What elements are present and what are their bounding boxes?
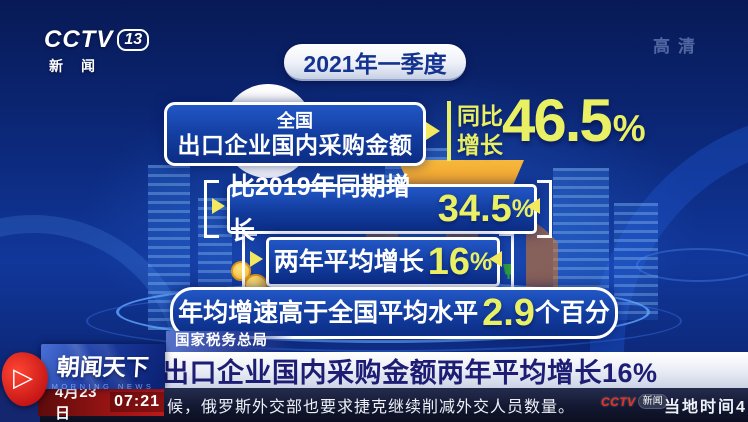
channel-logo-cctv: CCTV <box>44 26 114 53</box>
arrow-left-icon <box>527 198 540 214</box>
arrow-left-icon <box>489 251 502 267</box>
channel-logo: CCTV 13 新闻 <box>44 26 150 76</box>
yoy-label-bottom: 增长 <box>457 132 503 158</box>
two-year-avg-value: 16 <box>427 241 471 283</box>
ticker-next-item: 当地时间4 <box>664 399 747 416</box>
two-year-avg-percent-sign: % <box>470 248 493 276</box>
play-button-logo: ▷ <box>0 349 51 412</box>
vs-national-suffix: 个百分 <box>534 299 610 327</box>
clock-label: 07:21 <box>110 392 164 412</box>
ticker-bar: 4月23日 07:21 候，俄罗斯外交部也要求捷克继续削减外交人员数量。 CCT… <box>0 384 748 422</box>
divider-bar <box>447 101 451 161</box>
arrow-right-icon <box>212 198 225 214</box>
subject-box: 全国 出口企业国内采购金额 <box>164 102 426 166</box>
coin-icon <box>231 261 251 281</box>
mini-logo-cctv: CCTV <box>601 394 636 409</box>
two-year-avg-label: 两年平均增长 <box>273 248 424 276</box>
program-name: 朝闻天下 <box>55 354 150 380</box>
yoy-label-top: 同比 <box>457 103 503 129</box>
yoy-number: 46.5 <box>502 87 613 154</box>
program-subtitle: MORNING NEWS <box>51 382 155 389</box>
vs-2019-box: 比2019年同期增长 34.5 % <box>227 173 537 245</box>
play-icon: ▷ <box>13 362 33 392</box>
mini-logo-news: 新闻 <box>637 394 668 409</box>
subject-line1: 全国 <box>277 110 313 131</box>
channel-logo-subtitle: 新闻 <box>49 58 113 74</box>
period-badge: 2021年一季度 <box>284 44 466 81</box>
glow-ring <box>636 248 748 282</box>
bracket-decoration <box>537 180 552 238</box>
subject-line2: 出口企业国内采购金额 <box>177 131 413 158</box>
bracket-decoration <box>204 180 219 238</box>
vs-national-pill: 年均增速高于全国平均水平 2.9 个百分 <box>170 287 618 339</box>
headline-bar: 出口企业国内采购金额两年平均增长16% <box>114 352 748 388</box>
headline-text: 出口企业国内采购金额两年平均增长16% <box>162 358 658 388</box>
yoy-percent-sign: % <box>612 108 646 149</box>
date-time-bar: 4月23日 07:21 <box>38 384 164 422</box>
source-tag: 国家税务总局 <box>166 331 294 352</box>
channel-logo-number: 13 <box>117 29 150 51</box>
yoy-value: 46.5 % <box>502 86 646 155</box>
trophy-decoration <box>503 264 514 279</box>
arrow-right-icon <box>250 251 263 267</box>
ticker-text: 候，俄罗斯外交部也要求捷克继续削减外交人员数量。 <box>167 399 576 416</box>
vs-national-prefix: 年均增速高于全国平均水平 <box>178 299 479 327</box>
cctv-news-mini-logo: CCTV 新闻 <box>601 394 668 409</box>
hd-watermark: 高清 <box>653 37 703 56</box>
yoy-label: 同比 增长 <box>457 102 503 160</box>
vs-2019-value: 34.5 <box>437 188 512 230</box>
vs-national-value: 2.9 <box>482 292 535 334</box>
program-logo: 朝闻天下 MORNING NEWS <box>41 344 165 389</box>
arrow-right-icon <box>426 122 440 140</box>
vs-2019-label: 比2019年同期增长 <box>230 173 411 245</box>
two-year-avg-box: 两年平均增长 16 % <box>266 237 500 287</box>
